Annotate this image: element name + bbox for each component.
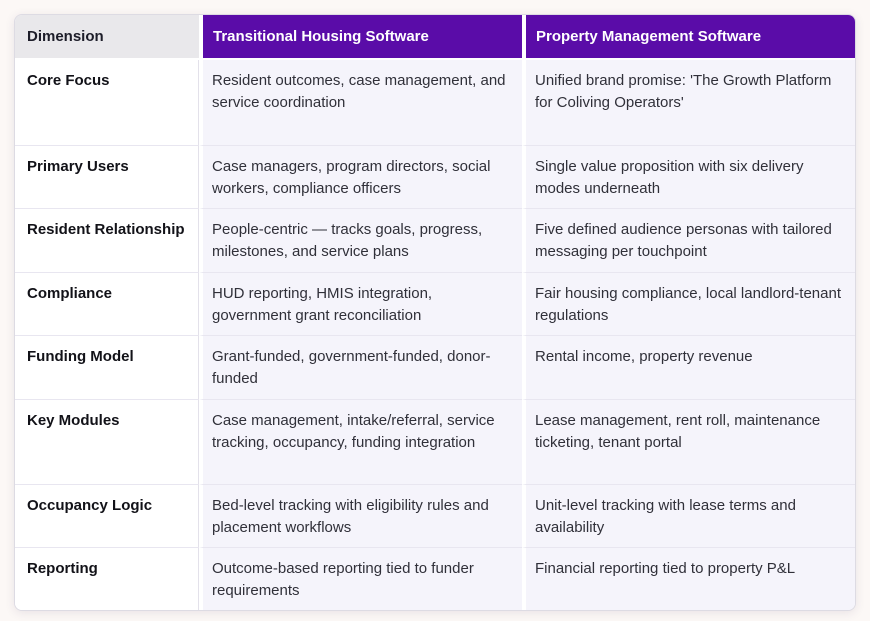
table-row: Key Modules Case management, intake/refe… [15, 399, 855, 484]
property-cell: Unified brand promise: 'The Growth Platf… [522, 60, 855, 145]
transitional-cell: Grant-funded, government-funded, donor-f… [199, 335, 522, 399]
dimension-cell: Primary Users [15, 145, 199, 208]
dimension-cell: Occupancy Logic [15, 484, 199, 547]
table-header: Dimension Transitional Housing Software … [15, 15, 855, 60]
table-row: Compliance HUD reporting, HMIS integrati… [15, 272, 855, 335]
property-cell: Financial reporting tied to property P&L [522, 547, 855, 610]
transitional-cell: Outcome-based reporting tied to funder r… [199, 547, 522, 610]
column-header-property-management-software: Property Management Software [522, 15, 855, 60]
table-row: Occupancy Logic Bed-level tracking with … [15, 484, 855, 547]
table-body: Core Focus Resident outcomes, case manag… [15, 60, 855, 610]
table-row: Primary Users Case managers, program dir… [15, 145, 855, 208]
header-row: Dimension Transitional Housing Software … [15, 15, 855, 60]
dimension-cell: Key Modules [15, 399, 199, 484]
comparison-table: Dimension Transitional Housing Software … [15, 15, 855, 610]
transitional-cell: Case managers, program directors, social… [199, 145, 522, 208]
dimension-cell: Compliance [15, 272, 199, 335]
property-cell: Rental income, property revenue [522, 335, 855, 399]
property-cell: Fair housing compliance, local landlord-… [522, 272, 855, 335]
transitional-cell: Resident outcomes, case management, and … [199, 60, 522, 145]
column-header-dimension: Dimension [15, 15, 199, 60]
dimension-cell: Funding Model [15, 335, 199, 399]
comparison-table-card: Dimension Transitional Housing Software … [14, 14, 856, 611]
table-row: Core Focus Resident outcomes, case manag… [15, 60, 855, 145]
transitional-cell: Case management, intake/referral, servic… [199, 399, 522, 484]
dimension-cell: Reporting [15, 547, 199, 610]
transitional-cell: HUD reporting, HMIS integration, governm… [199, 272, 522, 335]
property-cell: Five defined audience personas with tail… [522, 208, 855, 272]
transitional-cell: Bed-level tracking with eligibility rule… [199, 484, 522, 547]
table-row: Reporting Outcome-based reporting tied t… [15, 547, 855, 610]
table-row: Resident Relationship People-centric — t… [15, 208, 855, 272]
dimension-cell: Resident Relationship [15, 208, 199, 272]
transitional-cell: People-centric — tracks goals, progress,… [199, 208, 522, 272]
property-cell: Lease management, rent roll, maintenance… [522, 399, 855, 484]
table-row: Funding Model Grant-funded, government-f… [15, 335, 855, 399]
dimension-cell: Core Focus [15, 60, 199, 145]
column-header-transitional-housing-software: Transitional Housing Software [199, 15, 522, 60]
property-cell: Unit-level tracking with lease terms and… [522, 484, 855, 547]
property-cell: Single value proposition with six delive… [522, 145, 855, 208]
